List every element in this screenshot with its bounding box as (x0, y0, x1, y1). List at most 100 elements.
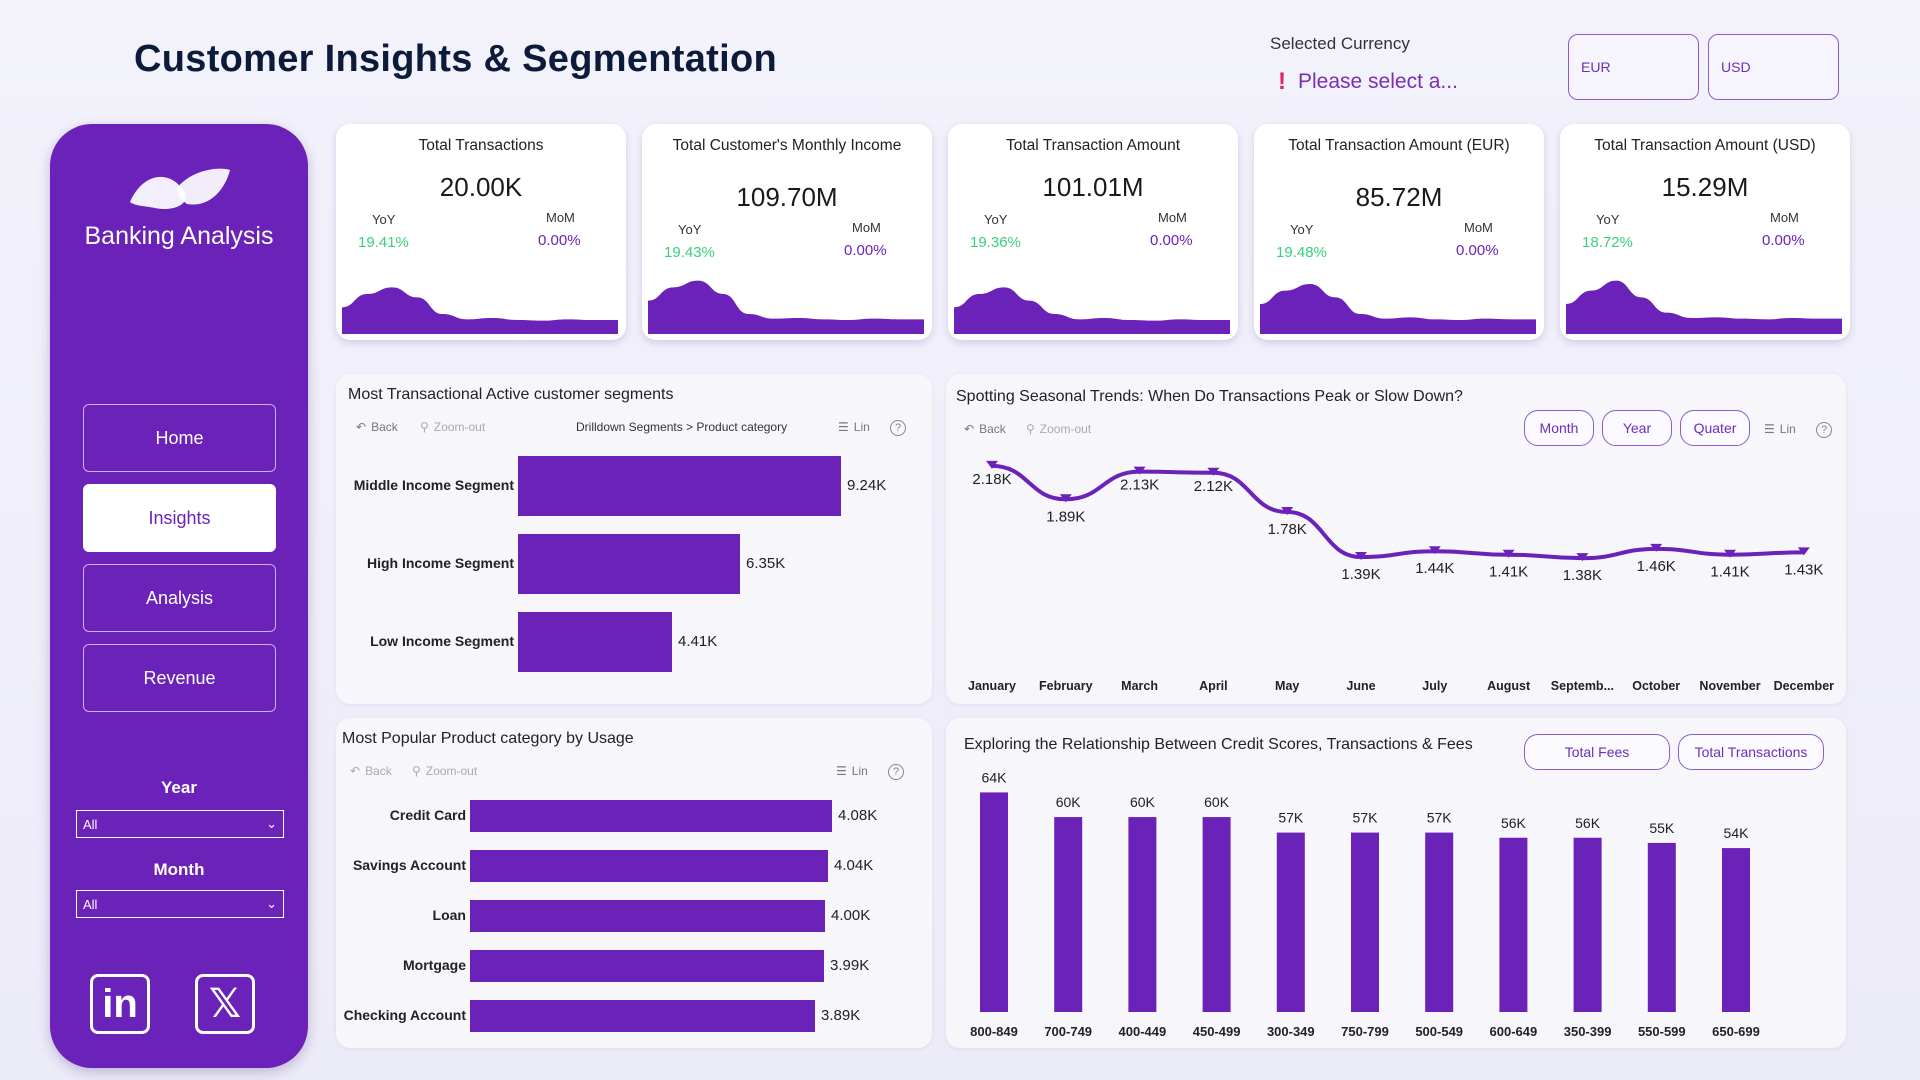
column-value-label: 60K (1130, 794, 1156, 810)
lin-toggle[interactable]: ☰ Lin (836, 764, 868, 778)
nav-revenue-button[interactable]: Revenue (83, 644, 276, 712)
line-point[interactable] (1428, 546, 1441, 555)
column-bar[interactable] (1128, 817, 1157, 1012)
column-bar[interactable] (1647, 842, 1676, 1012)
kpi-card[interactable]: Total Transactions 20.00K YoY MoM 19.41% 0.00… (336, 124, 626, 340)
zoom-out-button[interactable]: ⚲ Zoom-out (420, 420, 486, 434)
column-bar[interactable] (1054, 817, 1083, 1012)
chevron-down-icon: ⌄ (266, 896, 277, 911)
kpi-mom-value: 0.00% (1150, 232, 1193, 249)
bar[interactable] (518, 534, 740, 594)
kpi-value: 85.72M (1355, 182, 1443, 212)
back-button[interactable]: ↶ Back (964, 422, 1006, 436)
line-point[interactable] (1576, 553, 1589, 562)
x-tick-label: May (1275, 679, 1299, 693)
column-bar[interactable] (1202, 817, 1231, 1012)
kpi-yoy-label: YoY (984, 212, 1008, 227)
usd-button[interactable]: USD (1708, 34, 1839, 100)
column-bar[interactable] (1425, 832, 1454, 1012)
bar[interactable] (518, 612, 672, 672)
nav-home-button[interactable]: Home (83, 404, 276, 472)
x-tick-label: 600-649 (1490, 1024, 1538, 1039)
bar[interactable] (470, 900, 825, 932)
bar-value-label: 3.89K (821, 1007, 861, 1024)
column-bar[interactable] (1351, 832, 1379, 1012)
kpi-card[interactable]: Total Transaction Amount 101.01M YoY MoM 19.… (948, 124, 1238, 340)
kpi-card[interactable]: Total Transaction Amount (EUR) 85.72M YoY M… (1254, 124, 1544, 340)
drilldown-breadcrumb[interactable]: Drilldown Segments > Product category (576, 420, 788, 434)
bar-category-label: Checking Account (343, 1007, 466, 1023)
help-icon[interactable]: ? (888, 764, 904, 780)
point-label: 1.38K (1563, 567, 1602, 584)
kpi-yoy-value: 19.43% (664, 244, 715, 261)
kpi-card[interactable]: Total Customer's Monthly Income 109.70M Yo… (642, 124, 932, 340)
column-bar[interactable] (1573, 837, 1602, 1012)
line-point[interactable] (1724, 549, 1736, 558)
month-toggle-button[interactable]: Month (1524, 410, 1594, 446)
column-bar[interactable] (980, 792, 1008, 1012)
lin-toggle[interactable]: ☰ Lin (838, 420, 870, 434)
help-icon[interactable]: ? (1816, 422, 1832, 438)
x-tick-label: 750-799 (1341, 1024, 1389, 1039)
credit-bar-chart: 64K 800-849 60K 700-749 60K 400-449 60K 450-499… (970, 769, 1760, 1039)
line-point[interactable] (1797, 547, 1810, 556)
line-point[interactable] (986, 460, 998, 469)
linkedin-icon[interactable]: in (90, 974, 150, 1034)
series-line (991, 463, 1804, 561)
line-point[interactable] (1207, 467, 1220, 476)
column-value-label: 60K (1204, 794, 1230, 810)
eur-button[interactable]: EUR (1568, 34, 1699, 100)
logo-title: Banking Analysis (84, 222, 274, 250)
zoom-out-button[interactable]: ⚲ Zoom-out (1026, 422, 1092, 436)
bar[interactable] (470, 850, 828, 882)
bar-value-label: 4.04K (834, 857, 874, 874)
back-button[interactable]: ↶ Back (356, 420, 398, 434)
zoom-out-button[interactable]: ⚲ Zoom-out (412, 764, 478, 778)
kpi-title: Total Transaction Amount (1005, 137, 1181, 154)
year-filter-select[interactable]: All ⌄ (76, 810, 284, 838)
column-bar[interactable] (1276, 832, 1305, 1012)
help-icon[interactable]: ? (890, 420, 906, 436)
x-tick-label: April (1199, 679, 1227, 693)
bar[interactable] (470, 800, 832, 832)
seasonal-panel: Spotting Seasonal Trends: When Do Transa… (946, 374, 1846, 704)
currency-label: Selected Currency (1270, 34, 1410, 53)
currency-warning[interactable]: ! Please select a... (1278, 68, 1458, 96)
nav-analysis-button[interactable]: Analysis (83, 564, 276, 632)
quarter-toggle-button[interactable]: Quater (1680, 410, 1750, 446)
warning-icon: ! (1278, 68, 1286, 95)
month-filter-select[interactable]: All ⌄ (76, 890, 284, 918)
bar[interactable] (470, 950, 824, 982)
year-toggle-button[interactable]: Year (1602, 410, 1672, 446)
year-filter-value: All (83, 816, 98, 832)
column-value-label: 54K (1724, 825, 1750, 841)
line-point[interactable] (1281, 507, 1294, 515)
point-label: 2.12K (1194, 478, 1233, 495)
kpi-card[interactable]: Total Transaction Amount (USD) 15.29M YoY M… (1560, 124, 1850, 340)
zoom-out-icon: ⚲ (412, 764, 421, 778)
x-tick-label: February (1039, 679, 1093, 693)
back-button[interactable]: ↶ Back (350, 764, 392, 778)
line-point[interactable] (1133, 466, 1146, 475)
total-fees-button[interactable]: Total Fees (1524, 734, 1670, 770)
kpi-yoy-value: 19.41% (358, 234, 409, 251)
kpi-title: Total Transactions (418, 137, 544, 154)
line-point[interactable] (1355, 552, 1367, 560)
total-transactions-button[interactable]: Total Transactions (1678, 734, 1824, 770)
kpi-value: 101.01M (1042, 172, 1144, 202)
column-bar[interactable] (1499, 837, 1528, 1012)
lin-toggle[interactable]: ☰ Lin (1764, 422, 1796, 436)
column-bar[interactable] (1722, 848, 1750, 1012)
nav-insights-button[interactable]: Insights (83, 484, 276, 552)
x-icon[interactable]: 𝕏 (195, 974, 255, 1034)
bar-category-label: Mortgage (403, 957, 466, 973)
line-point[interactable] (1650, 543, 1663, 552)
bar-category-label: High Income Segment (366, 555, 514, 571)
kpi-mom-value: 0.00% (538, 232, 581, 249)
line-point[interactable] (1502, 549, 1515, 558)
line-point[interactable] (1059, 494, 1072, 503)
bar[interactable] (518, 456, 841, 516)
bar[interactable] (470, 1000, 815, 1032)
kpi-sparkline (342, 287, 618, 334)
year-filter-label: Year (161, 778, 197, 797)
